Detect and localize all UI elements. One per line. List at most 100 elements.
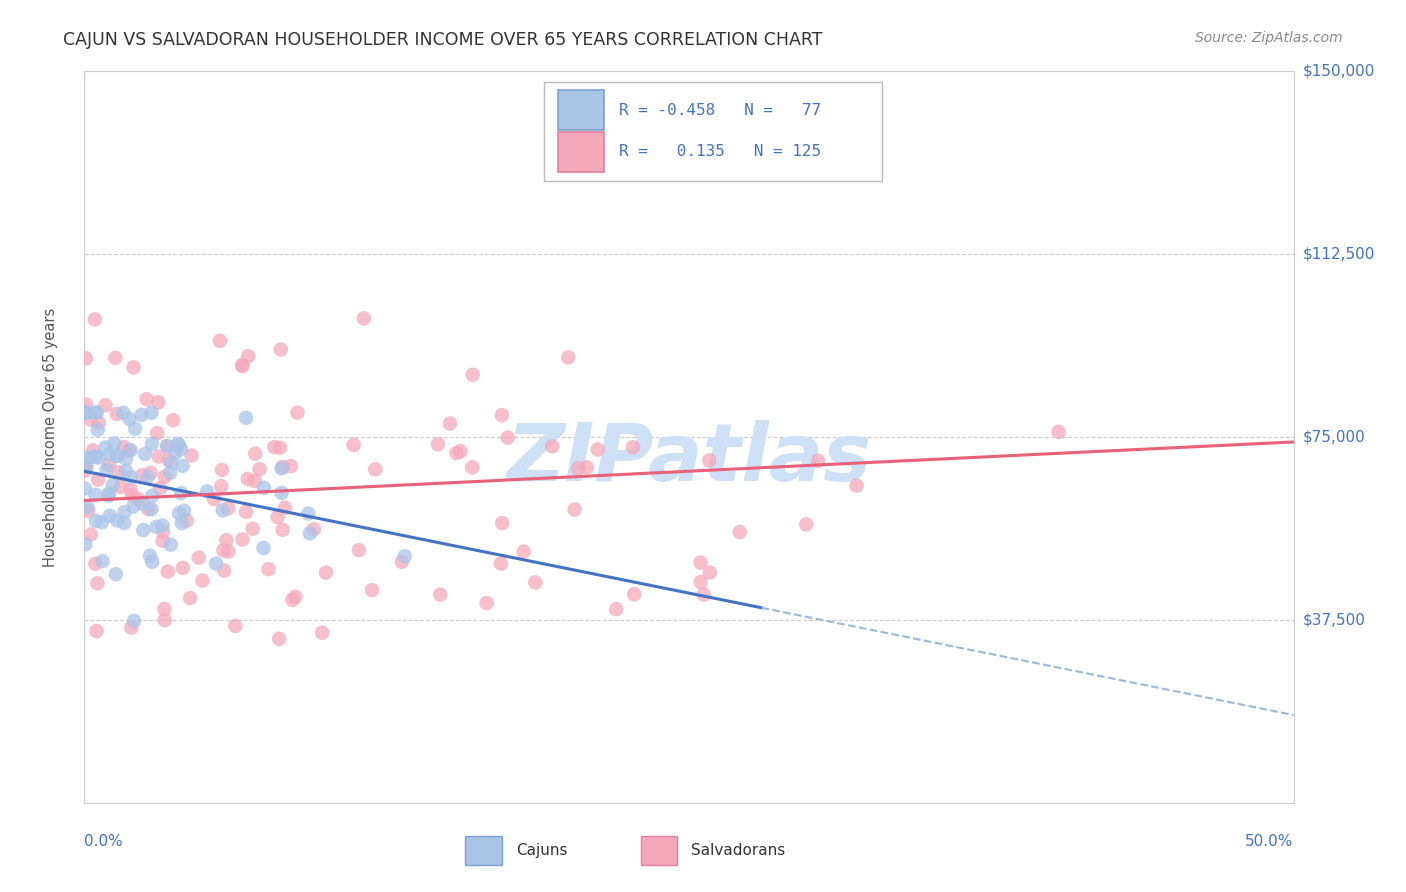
Point bbox=[141, 555, 163, 569]
Point bbox=[235, 410, 257, 425]
Point bbox=[157, 453, 180, 467]
Point bbox=[263, 440, 285, 454]
Point bbox=[281, 592, 304, 607]
Point bbox=[120, 470, 142, 484]
Point bbox=[141, 489, 163, 503]
Point bbox=[426, 437, 449, 451]
Point bbox=[152, 533, 174, 548]
Point bbox=[91, 554, 114, 568]
Point bbox=[236, 472, 259, 486]
Text: $150,000: $150,000 bbox=[1303, 64, 1375, 78]
Point bbox=[115, 452, 138, 467]
Point bbox=[104, 567, 127, 582]
Point bbox=[218, 544, 240, 558]
Point bbox=[605, 602, 627, 616]
Point bbox=[84, 557, 107, 571]
Point bbox=[117, 443, 139, 458]
Point bbox=[141, 406, 163, 420]
Point bbox=[114, 505, 136, 519]
Point bbox=[87, 416, 110, 430]
Point bbox=[112, 440, 135, 454]
Point bbox=[689, 556, 711, 570]
Point bbox=[108, 466, 131, 480]
Point bbox=[108, 480, 131, 494]
Point bbox=[148, 450, 170, 464]
Point bbox=[122, 500, 145, 514]
Point bbox=[170, 442, 193, 456]
Point bbox=[84, 406, 107, 420]
Point bbox=[252, 541, 274, 555]
Point bbox=[127, 491, 149, 506]
Point bbox=[302, 522, 325, 536]
Point bbox=[211, 503, 233, 517]
Point bbox=[461, 368, 484, 382]
Point bbox=[75, 460, 97, 475]
Point bbox=[699, 453, 721, 467]
Point bbox=[141, 502, 163, 516]
Point bbox=[575, 460, 598, 475]
Text: Source: ZipAtlas.com: Source: ZipAtlas.com bbox=[1195, 31, 1343, 45]
Point bbox=[149, 481, 172, 495]
Text: R = -0.458   N =   77: R = -0.458 N = 77 bbox=[619, 103, 821, 118]
Point bbox=[170, 486, 193, 500]
Point bbox=[148, 395, 170, 409]
Point bbox=[243, 447, 266, 461]
Point bbox=[235, 505, 257, 519]
Point bbox=[491, 408, 513, 422]
Text: $37,500: $37,500 bbox=[1303, 613, 1367, 627]
Point bbox=[160, 456, 183, 470]
Text: ZIPatlas: ZIPatlas bbox=[506, 420, 872, 498]
Point bbox=[208, 334, 231, 348]
Point bbox=[156, 439, 179, 453]
Point bbox=[429, 588, 451, 602]
Point bbox=[231, 533, 253, 547]
Point bbox=[394, 549, 416, 564]
Point bbox=[557, 351, 579, 365]
Point bbox=[84, 514, 107, 528]
Point bbox=[139, 466, 162, 480]
Point bbox=[202, 492, 225, 507]
Point bbox=[270, 343, 292, 357]
Point bbox=[120, 621, 142, 635]
Point bbox=[75, 351, 97, 366]
Point bbox=[162, 413, 184, 427]
Point bbox=[152, 524, 174, 539]
Point bbox=[524, 575, 547, 590]
Point bbox=[82, 450, 104, 464]
Point bbox=[135, 392, 157, 407]
Point bbox=[87, 473, 110, 487]
Point bbox=[98, 508, 121, 523]
Point bbox=[134, 447, 156, 461]
Point bbox=[209, 479, 232, 493]
Point bbox=[122, 614, 145, 628]
Point bbox=[439, 417, 461, 431]
Point bbox=[1047, 425, 1070, 439]
Point bbox=[271, 459, 294, 474]
FancyBboxPatch shape bbox=[544, 82, 883, 181]
Point bbox=[224, 619, 246, 633]
Point bbox=[496, 431, 519, 445]
Point bbox=[269, 441, 291, 455]
Point bbox=[270, 485, 292, 500]
Point bbox=[97, 487, 120, 501]
Point bbox=[76, 500, 98, 515]
Point bbox=[347, 543, 370, 558]
Point bbox=[231, 359, 253, 373]
Point bbox=[693, 588, 716, 602]
Point bbox=[205, 557, 228, 571]
Point bbox=[266, 510, 288, 524]
Point bbox=[90, 516, 112, 530]
Point bbox=[156, 439, 179, 453]
Point bbox=[187, 550, 209, 565]
Point bbox=[270, 461, 292, 475]
Text: CAJUN VS SALVADORAN HOUSEHOLDER INCOME OVER 65 YEARS CORRELATION CHART: CAJUN VS SALVADORAN HOUSEHOLDER INCOME O… bbox=[63, 31, 823, 49]
FancyBboxPatch shape bbox=[465, 836, 502, 865]
Point bbox=[179, 591, 201, 605]
Point bbox=[699, 566, 721, 580]
Point bbox=[73, 482, 96, 496]
Point bbox=[450, 444, 472, 458]
Point bbox=[152, 518, 174, 533]
Point bbox=[298, 526, 321, 541]
Point bbox=[364, 462, 387, 476]
Point bbox=[118, 412, 141, 426]
